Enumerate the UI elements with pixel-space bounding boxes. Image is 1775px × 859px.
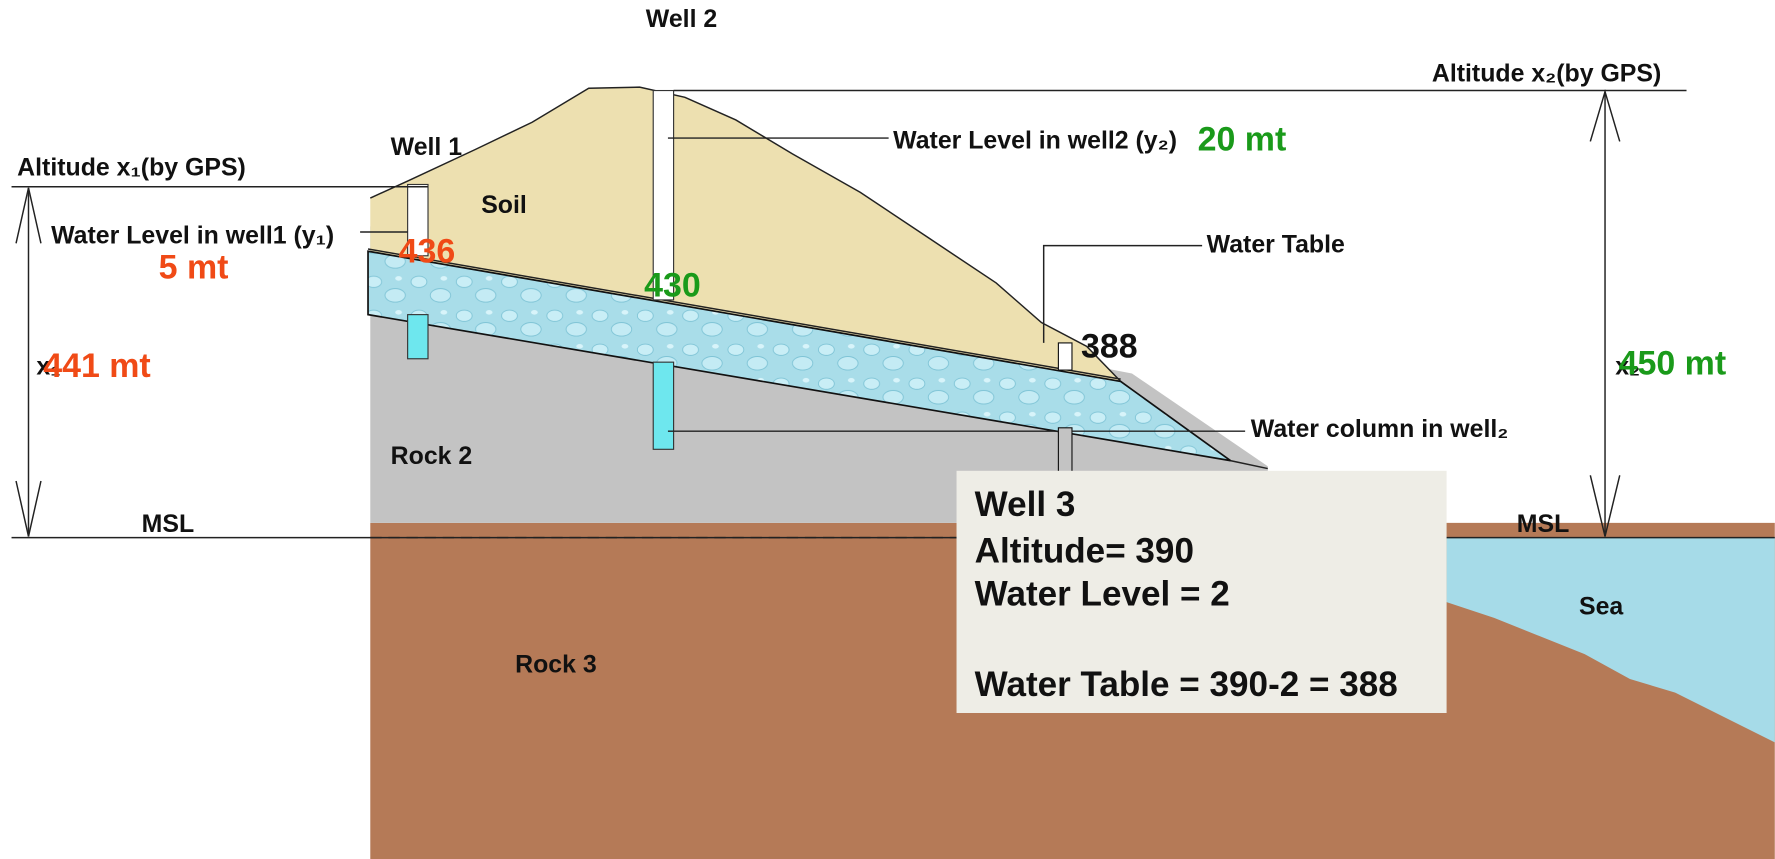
water-level-value: 20 mt xyxy=(1198,121,1287,159)
info-line: Water Level = 2 xyxy=(975,574,1230,613)
well-2-water xyxy=(653,362,673,449)
info-line: Water Table = 390-2 = 388 xyxy=(975,665,1398,704)
annotation: Water Table xyxy=(1207,230,1345,258)
info-line: Well 3 xyxy=(975,485,1076,524)
water-level-label: Water Level in well1 (y₁) xyxy=(51,221,334,249)
water-table-value: 430 xyxy=(644,267,701,305)
water-table-value: 388 xyxy=(1081,328,1138,366)
layer-label: Sea xyxy=(1579,593,1623,621)
altitude-label: Altitude x₂(by GPS) xyxy=(1432,59,1661,87)
layer-label: Soil xyxy=(481,191,527,219)
annotation: MSL xyxy=(142,510,195,538)
water-table-value: 436 xyxy=(399,233,456,271)
altitude-value: 450 mt xyxy=(1619,345,1727,383)
water-level-value: 5 mt xyxy=(159,248,229,286)
well-3-lower xyxy=(1058,428,1072,473)
altitude-value: 441 mt xyxy=(43,347,151,385)
annotation: MSL xyxy=(1517,510,1570,538)
info-line: Altitude= 390 xyxy=(975,531,1194,570)
annotation: Water column in well₂ xyxy=(1251,415,1509,443)
water-level-label: Water Level in well2 (y₂) xyxy=(893,126,1177,154)
well-label: Well 2 xyxy=(646,5,717,33)
altitude-label: Altitude x₁(by GPS) xyxy=(17,153,246,181)
layer-label: Rock 3 xyxy=(515,650,597,678)
well-label: Well 1 xyxy=(391,133,463,161)
well-1-water xyxy=(408,315,428,359)
diagram: Well 2 Well 1 Altitude x₁(by GPS) Altitu… xyxy=(0,0,1775,859)
layer-label: Rock 2 xyxy=(391,442,473,470)
well-3 xyxy=(1058,343,1072,370)
